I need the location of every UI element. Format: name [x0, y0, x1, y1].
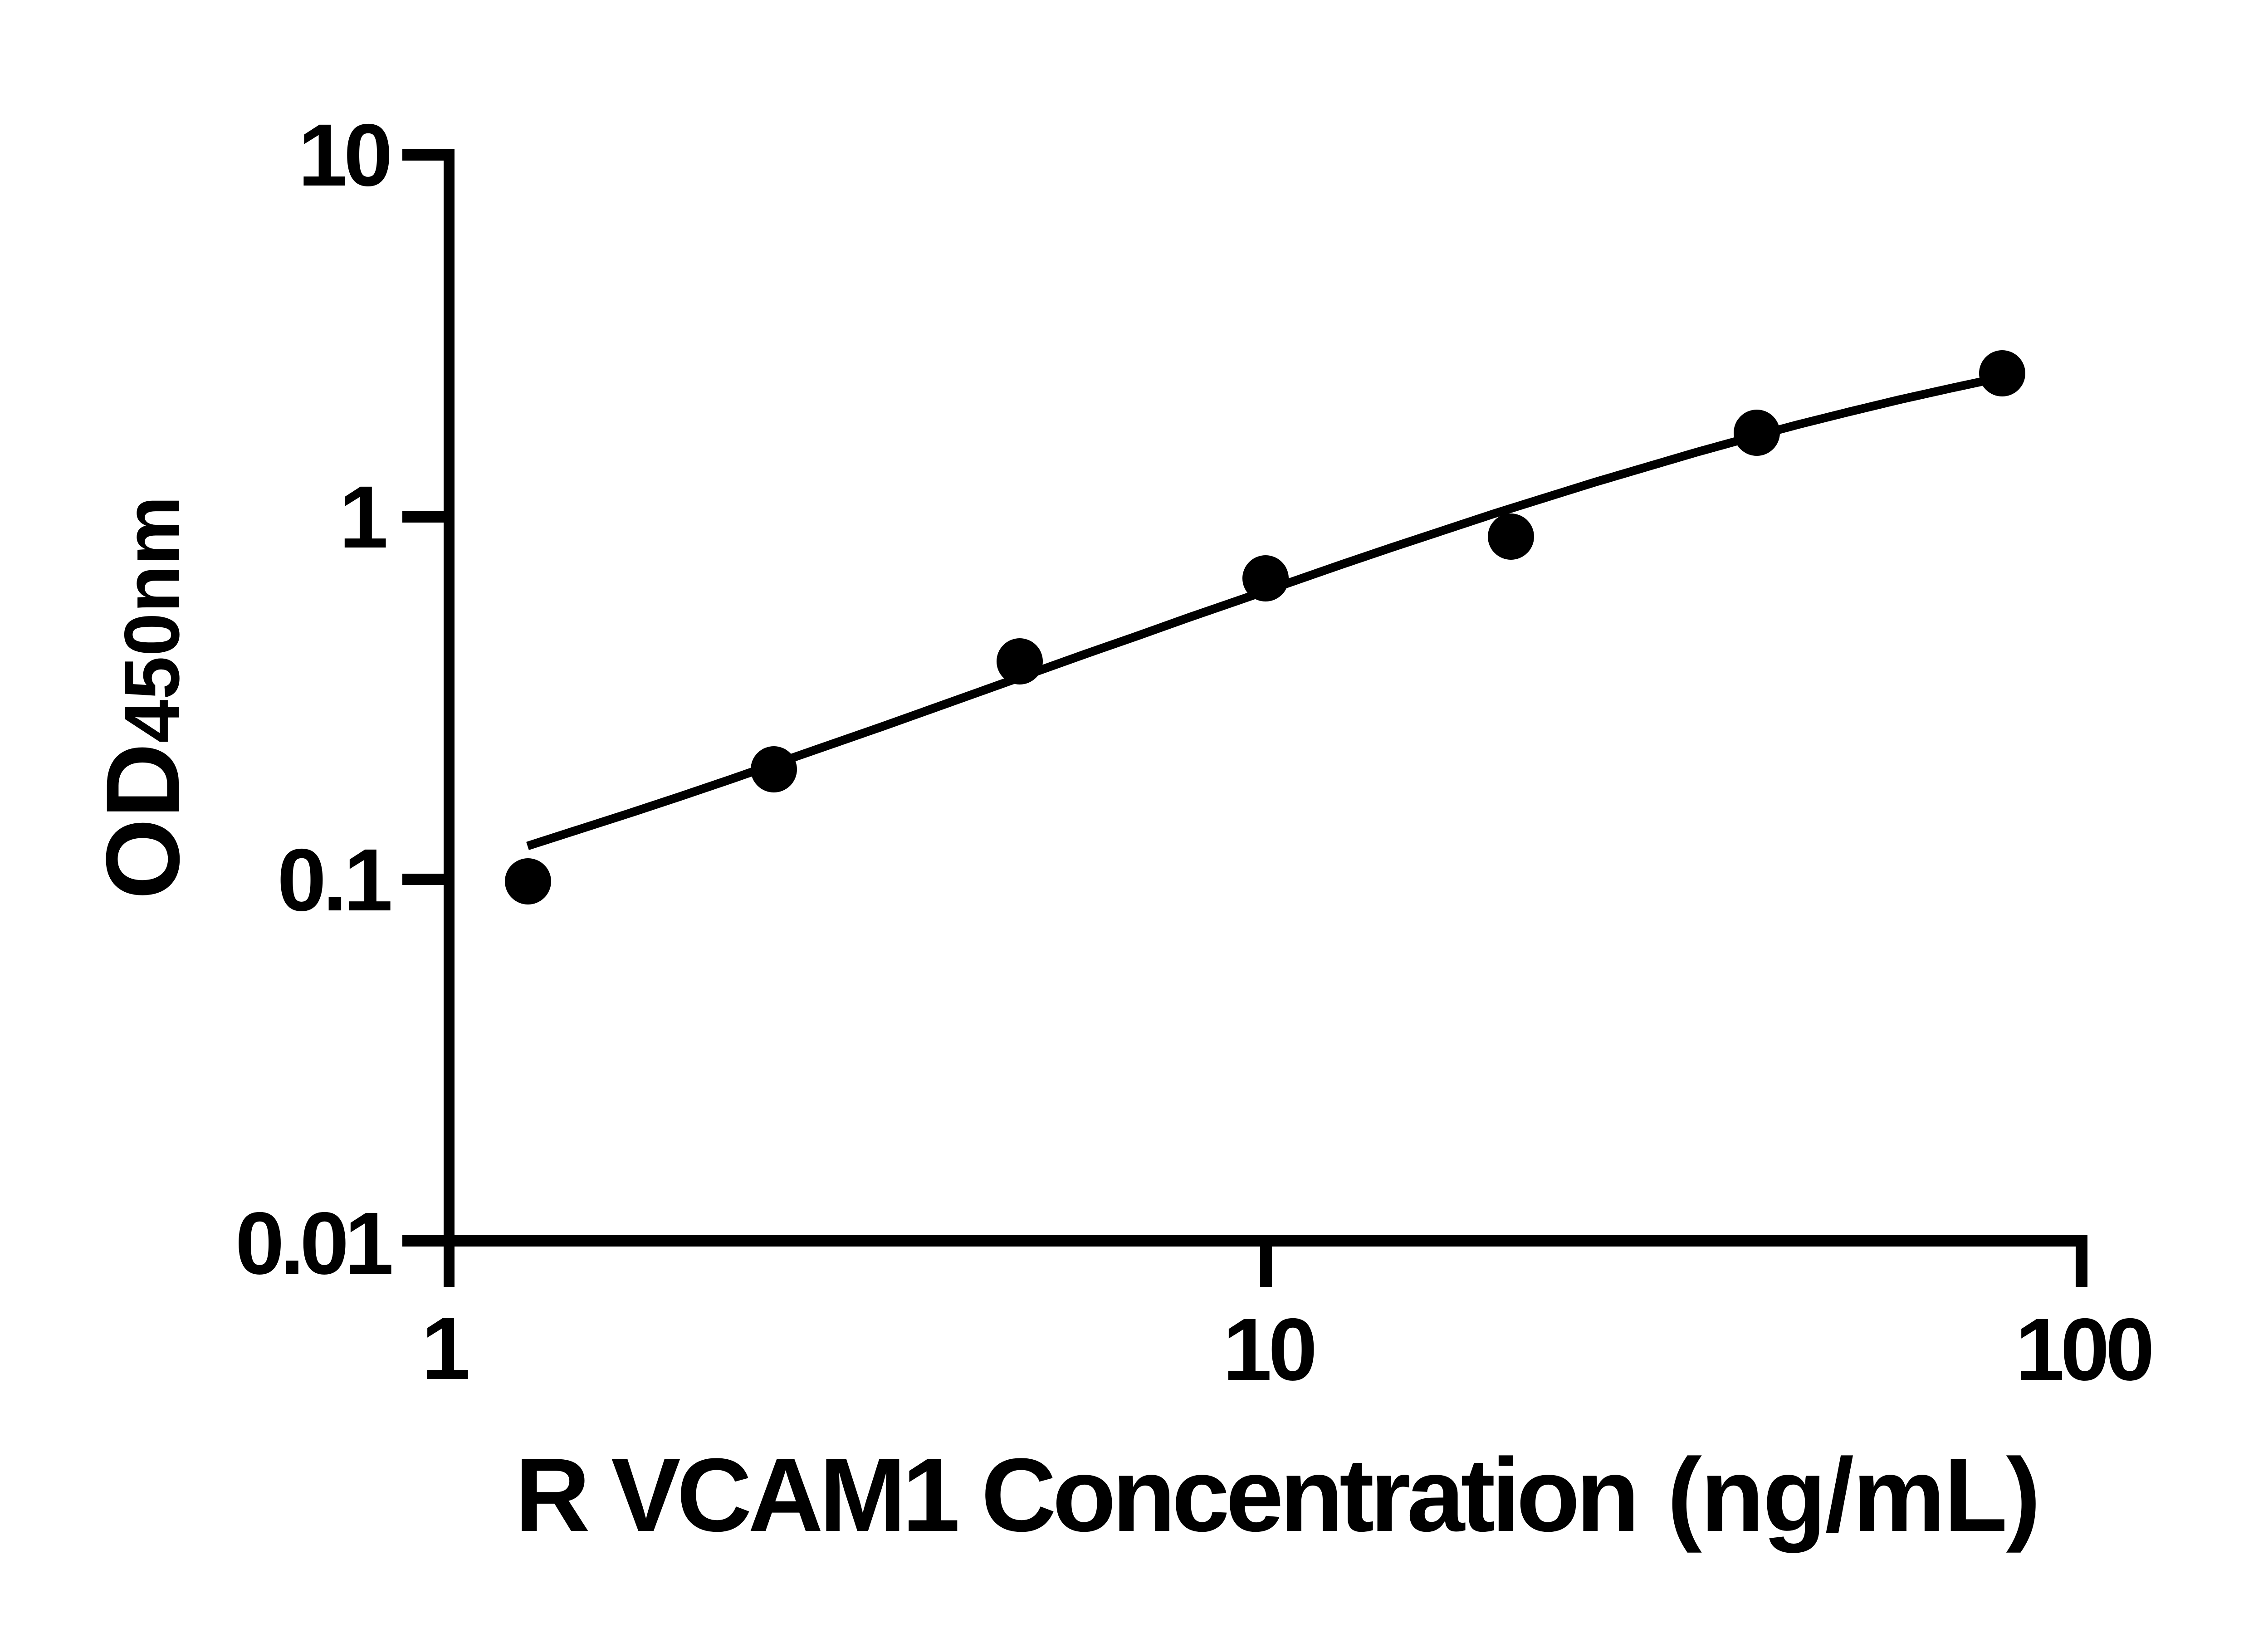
svg-text:1: 1: [421, 1299, 470, 1398]
svg-text:R VCAM1 Concentration: R VCAM1 Concentration: [515, 1437, 1636, 1553]
svg-text:10: 10: [1223, 1300, 1314, 1399]
svg-text:10: 10: [298, 106, 389, 205]
svg-text:1: 1: [339, 468, 388, 567]
svg-text:0.1: 0.1: [277, 831, 391, 929]
svg-text:0.01: 0.01: [235, 1194, 391, 1293]
svg-text:100: 100: [2015, 1300, 2151, 1399]
svg-text:(ng/mL): (ng/mL): [1667, 1437, 2039, 1553]
